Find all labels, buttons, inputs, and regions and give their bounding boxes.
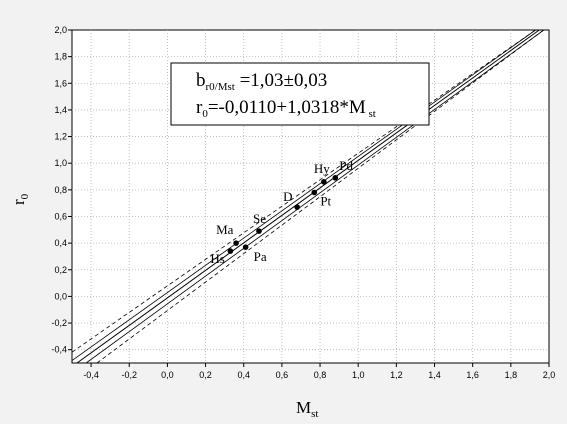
x-tick-label: 0,2 xyxy=(199,370,212,380)
data-point xyxy=(227,248,234,254)
regression-lines xyxy=(71,29,545,364)
point-label: Ma xyxy=(216,222,234,237)
y-axis-title: r0 xyxy=(9,193,31,205)
point-label: D xyxy=(283,189,292,204)
annotation-box: br0/Mst =1,03±0,03 r0=-0,0110+1,0318*M s… xyxy=(170,62,430,126)
annotation-line-1-rest: =1,03±0,03 xyxy=(235,70,327,91)
data-point xyxy=(242,244,249,250)
y-tick-label: 0,6 xyxy=(54,211,67,221)
annotation-line-2: r0=-0,0110+1,0318*M st xyxy=(196,97,376,120)
annotation-line-2-main: r xyxy=(196,97,203,118)
y-tick-label: 0,2 xyxy=(54,265,67,275)
data-point xyxy=(332,175,339,181)
point-label: Pt xyxy=(320,194,331,209)
y-tick-label: 1,4 xyxy=(54,105,67,115)
point-label: Pa xyxy=(254,249,267,264)
x-tick-labels: -0,4 -0,2 0,0 0,2 0,4 0,6 0,8 1,0 1,2 1,4 1,6 1,8 2,… xyxy=(83,370,555,380)
y-axis-title-main: r xyxy=(9,199,28,205)
x-tick-label: 0,8 xyxy=(314,370,327,380)
annotation-line-1-main: b xyxy=(196,70,206,91)
prediction-band-lower xyxy=(96,29,544,364)
y-tick-label: 0,0 xyxy=(54,291,67,301)
y-tick-label: 0,4 xyxy=(54,238,67,248)
data-point xyxy=(321,179,327,185)
y-tick-label: 1,0 xyxy=(54,158,67,168)
y-tick-label: 1,2 xyxy=(54,132,67,142)
x-tick-label: 0,0 xyxy=(161,370,174,380)
annotation-line-2-sub2: st xyxy=(366,108,376,120)
y-tick-label: -0,2 xyxy=(51,318,67,328)
x-tick-label: 1,4 xyxy=(428,370,441,380)
grid-lines xyxy=(68,29,550,367)
regression-line xyxy=(76,29,540,364)
y-tick-label: -0,4 xyxy=(51,345,67,355)
point-label: Hs xyxy=(210,251,224,266)
x-tick-label: 2,0 xyxy=(543,370,556,380)
point-label: Hy xyxy=(314,161,330,176)
confidence-band-lower xyxy=(85,29,545,364)
point-label: Pd xyxy=(339,158,353,173)
y-tick-label: 0,8 xyxy=(54,185,67,195)
x-tick-label: 0,6 xyxy=(276,370,289,380)
x-axis-title-main: M xyxy=(296,398,311,417)
data-point xyxy=(256,228,262,234)
y-tick-label: 1,6 xyxy=(54,78,67,88)
annotation-line-2-sub: 0 xyxy=(202,108,208,120)
y-tick-labels: -0,4 -0,2 0,0 0,2 0,4 0,6 0,8 1,0 1,2 1,4 1,6 1,8 2,… xyxy=(51,25,67,355)
x-axis-title: Mst xyxy=(296,398,318,420)
x-tick-label: 1,8 xyxy=(505,370,518,380)
x-tick-label: 1,0 xyxy=(352,370,365,380)
annotation-box-frame xyxy=(170,62,430,126)
y-tick-label: 2,0 xyxy=(54,25,67,35)
x-axis-title-sub: st xyxy=(311,408,318,420)
x-tick-label: -0,4 xyxy=(83,370,99,380)
prediction-band-upper xyxy=(71,29,536,353)
x-tick-label: 1,6 xyxy=(466,370,479,380)
annotation-line-1-sub: r0/Mst xyxy=(206,81,235,93)
annotation-line-2-rest: =-0,0110+1,0318*M xyxy=(208,97,366,118)
x-tick-label: -0,2 xyxy=(121,370,137,380)
y-axis-title-sub: 0 xyxy=(19,193,31,199)
data-points: Hs Ma Pa Se D Pt Hy Pd xyxy=(210,158,353,266)
data-point xyxy=(233,240,239,246)
x-tick-label: 0,4 xyxy=(237,370,250,380)
annotation-line-1: br0/Mst =1,03±0,03 xyxy=(196,70,327,93)
confidence-band-upper xyxy=(71,29,536,361)
x-tick-label: 1,2 xyxy=(390,370,403,380)
data-point xyxy=(311,189,318,196)
data-point xyxy=(294,204,300,210)
y-tick-label: 1,8 xyxy=(54,52,67,62)
point-label: Se xyxy=(253,211,266,226)
